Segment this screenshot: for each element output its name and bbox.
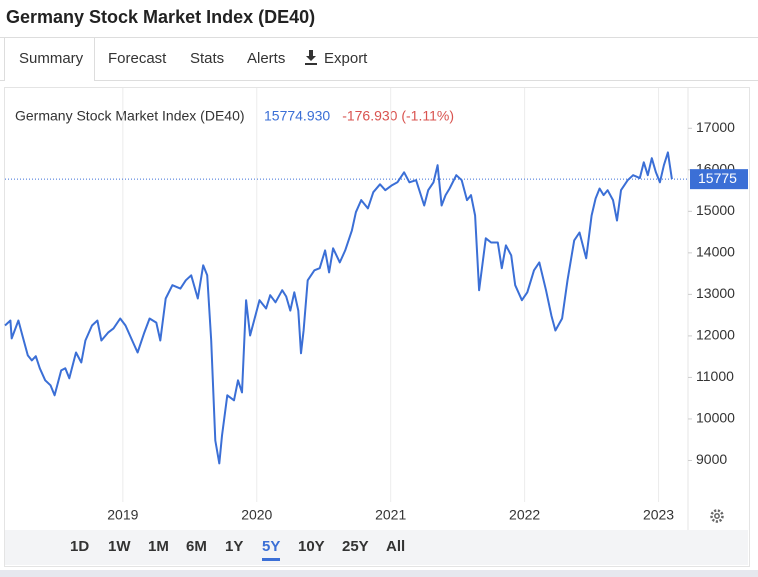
legend-change: -176.930 (-1.11%) xyxy=(342,108,454,124)
legend-quote: 15774.930 xyxy=(264,108,330,124)
x-tick-label: 2020 xyxy=(241,507,272,523)
range-button[interactable]: 1W xyxy=(108,538,131,555)
range-bar: 1D 1W 1M 6M 1Y 5Y 10Y 25Y All xyxy=(5,530,748,565)
range-button[interactable]: 5Y xyxy=(262,538,281,561)
y-tick-label: 17000 xyxy=(696,119,735,135)
current-price-label: 15775 xyxy=(698,170,737,186)
settings-icon[interactable] xyxy=(710,509,724,523)
tab[interactable]: Summary xyxy=(4,38,96,81)
chart-panel xyxy=(4,87,750,567)
y-tick-label: 15000 xyxy=(696,202,735,218)
bottom-strip xyxy=(0,570,758,577)
chart: Germany Stock Market Index (DE40) 15774.… xyxy=(4,88,748,530)
tab[interactable]: Alerts xyxy=(247,50,286,67)
x-tick-label: 2019 xyxy=(107,507,138,523)
y-tick-label: 9000 xyxy=(696,451,727,467)
x-tick-label: 2021 xyxy=(375,507,406,523)
current-price-badge xyxy=(690,169,748,190)
tab[interactable]: Stats xyxy=(190,50,225,67)
range-button[interactable]: 10Y xyxy=(298,538,325,555)
price-line xyxy=(4,151,673,465)
page-title: Germany Stock Market Index (DE40) xyxy=(6,7,316,27)
tab[interactable]: Forecast xyxy=(108,50,167,67)
tab-bar: Summary Forecast Stats Alerts Export xyxy=(0,37,758,81)
range-button[interactable]: 6M xyxy=(186,538,207,555)
range-button[interactable]: 1D xyxy=(70,538,90,555)
x-tick-label: 2022 xyxy=(509,507,540,523)
range-button[interactable]: 1M xyxy=(148,538,169,555)
y-tick-label: 12000 xyxy=(696,327,735,343)
download-icon xyxy=(305,50,317,65)
y-tick-label: 11000 xyxy=(696,368,734,384)
y-tick-label: 13000 xyxy=(696,285,735,301)
y-tick-label: 14000 xyxy=(696,244,735,260)
range-button[interactable]: All xyxy=(386,538,406,555)
x-tick-label: 2023 xyxy=(643,507,674,523)
legend-name: Germany Stock Market Index (DE40) xyxy=(15,108,245,124)
range-button[interactable]: 25Y xyxy=(342,538,369,555)
y-tick-label: 10000 xyxy=(696,410,735,426)
tab[interactable]: Export xyxy=(324,50,368,67)
range-button[interactable]: 1Y xyxy=(225,538,244,555)
